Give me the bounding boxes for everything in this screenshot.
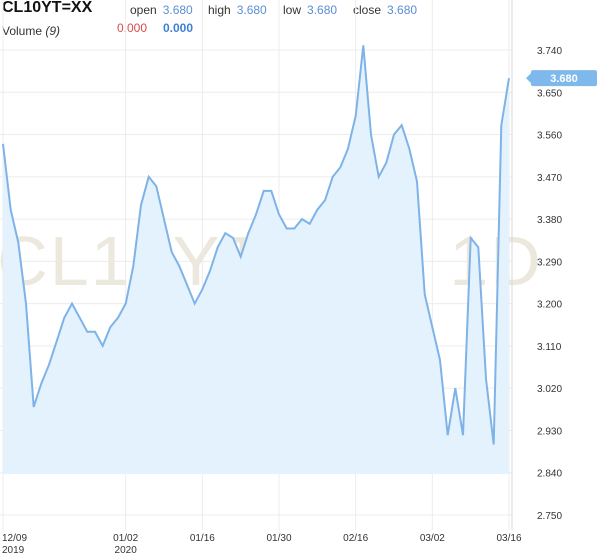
y-tick-label: 3.470 bbox=[537, 173, 562, 184]
price-line bbox=[2, 45, 510, 445]
x-tick-label: 03/02 bbox=[420, 533, 445, 544]
x-tick-label: 02/16 bbox=[343, 533, 368, 544]
x-tick-label: 12/09 bbox=[2, 533, 27, 544]
y-tick-label: 3.200 bbox=[537, 300, 562, 311]
x-tick-label: 01/02 bbox=[113, 533, 138, 544]
last-price-badge-bg bbox=[531, 70, 597, 87]
y-tick-label: 3.650 bbox=[537, 88, 562, 99]
symbol-title: CL10YT=XX bbox=[2, 0, 93, 16]
y-tick-label: 2.930 bbox=[537, 426, 562, 437]
y-tick-label: 2.840 bbox=[537, 469, 562, 480]
x-tick-sublabel: 2020 bbox=[115, 545, 138, 556]
last-price-value: 3.680 bbox=[550, 73, 578, 85]
price-area-fill bbox=[3, 45, 509, 475]
volume-label: Volume (9) bbox=[2, 24, 61, 38]
y-tick-label: 2.750 bbox=[537, 511, 562, 522]
close-readout: close 3.680 bbox=[353, 3, 418, 17]
volume-value-1: 0.000 bbox=[117, 21, 148, 35]
x-tick-sublabel: 2019 bbox=[2, 545, 25, 556]
last-price-badge-pointer bbox=[526, 73, 531, 84]
y-axis: 3.740 3.650 3.560 3.470 3.380 3.290 3.200 3.110… bbox=[537, 46, 562, 522]
y-tick-label: 3.740 bbox=[537, 46, 562, 57]
volume-value-2: 0.000 bbox=[163, 21, 194, 35]
y-tick-label: 3.290 bbox=[537, 257, 562, 268]
low-readout: low 3.680 bbox=[283, 3, 338, 17]
last-price-badge: 3.680 bbox=[526, 70, 597, 87]
chart-header: CL10YT=XX open 3.680 high 3.680 low 3.680 c… bbox=[0, 0, 600, 40]
x-tick-label: 01/30 bbox=[266, 533, 291, 544]
x-tick-label: 03/16 bbox=[496, 533, 521, 544]
y-tick-label: 3.020 bbox=[537, 384, 562, 395]
open-readout: open 3.680 bbox=[130, 3, 193, 17]
y-tick-label: 3.560 bbox=[537, 131, 562, 142]
x-tick-label: 01/16 bbox=[190, 533, 215, 544]
y-tick-label: 3.380 bbox=[537, 215, 562, 226]
high-readout: high 3.680 bbox=[208, 3, 267, 17]
y-tick-label: 3.110 bbox=[537, 342, 562, 353]
